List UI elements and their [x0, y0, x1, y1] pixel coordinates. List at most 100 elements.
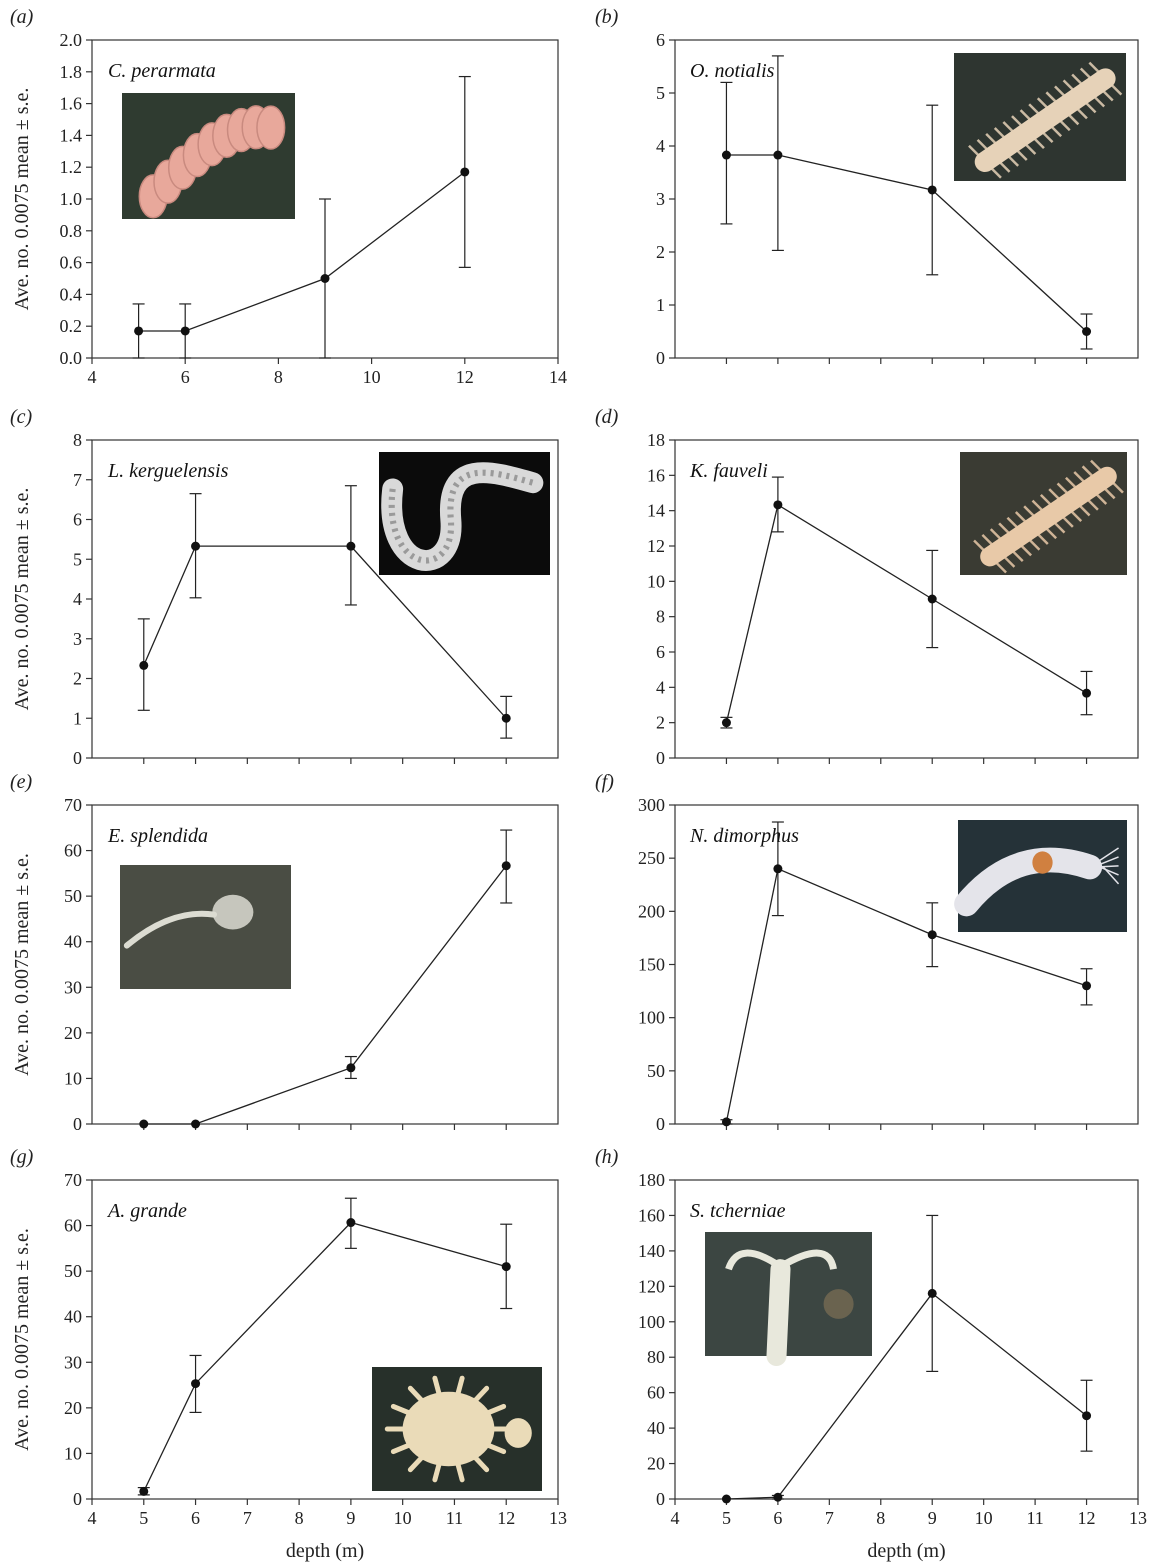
n-dimorphus-photo [954, 820, 1127, 932]
y-tick-label: 30 [64, 977, 82, 997]
y-tick-label: 14 [647, 501, 665, 521]
y-tick-label: 0 [656, 748, 665, 768]
panel-label: (d) [595, 406, 619, 428]
y-tick-label: 8 [73, 430, 82, 450]
data-point [501, 861, 511, 871]
y-tick-label: 60 [647, 1383, 665, 1403]
data-point [320, 274, 330, 283]
x-tick-label: 9 [928, 1508, 937, 1528]
k-fauveli-photo [960, 452, 1127, 575]
y-tick-label: 16 [647, 465, 665, 485]
series-line [143, 865, 507, 1125]
data-point [139, 660, 149, 670]
worm-body [974, 68, 1116, 173]
y-tick-label: 200 [638, 901, 665, 921]
antenna [1099, 866, 1119, 876]
y-tick-label: 1 [73, 708, 82, 728]
y-tick-label: 20 [64, 1023, 82, 1043]
y-tick-label: 160 [638, 1205, 665, 1225]
data-point [191, 1119, 201, 1129]
amphipod-body [954, 847, 1103, 917]
y-tick-label: 0.8 [60, 221, 83, 241]
species-name: K. fauveli [689, 460, 768, 482]
y-tick-label: 300 [638, 795, 665, 815]
x-tick-label: 5 [139, 1508, 148, 1528]
data-point [927, 594, 937, 604]
y-tick-label: 6 [656, 30, 665, 50]
y-tick-label: 5 [73, 549, 82, 569]
y-tick-label: 8 [656, 607, 665, 627]
antenna [1092, 856, 1119, 868]
data-point [773, 864, 783, 874]
series-line [726, 1292, 1087, 1500]
x-tick-label: 10 [363, 367, 381, 387]
y-tick-label: 10 [647, 571, 665, 591]
x-tick-label: 11 [1026, 1508, 1043, 1528]
panel-label: (a) [10, 6, 34, 28]
y-tick-label: 120 [638, 1276, 665, 1296]
series-line [143, 1221, 507, 1492]
o-notialis-photo [954, 53, 1126, 181]
panel-g: 0 10 20 30 40 50 60 70 4 5 6 7 8 9 10 11 12 13 (g) A. grand… [10, 1146, 567, 1562]
data-point [927, 185, 937, 195]
species-name: A. grande [106, 1200, 187, 1222]
data-point [501, 713, 511, 723]
y-tick-label: 5 [656, 83, 665, 103]
panel-h: 0 20 40 60 80 100 120 140 160 180 4 5 6 7 8 9 10 11 12 13 (h… [595, 1146, 1147, 1562]
x-tick-label: 4 [88, 367, 97, 387]
x-tick-label: 8 [274, 367, 283, 387]
plot-frame [91, 804, 559, 1125]
y-tick-label: 80 [647, 1347, 665, 1367]
y-tick-label: 10 [64, 1068, 82, 1088]
worm-segment [256, 105, 286, 150]
y-tick-label: 0 [656, 1489, 665, 1509]
x-tick-label: 6 [773, 1508, 782, 1528]
y-tick-label: 10 [64, 1443, 82, 1463]
panel-label: (g) [10, 1146, 34, 1168]
y-tick-label: 180 [638, 1170, 665, 1190]
y-tick-label: 4 [656, 677, 665, 697]
y-tick-label: 250 [638, 848, 665, 868]
y-tick-label: 0.6 [60, 253, 83, 273]
data-point [1082, 327, 1092, 336]
panel-label: (h) [595, 1146, 619, 1168]
data-point [721, 150, 731, 160]
plot-frame [674, 1179, 1139, 1500]
data-point [346, 1063, 356, 1073]
y-tick-label: 1.6 [60, 94, 83, 114]
x-tick-label: 13 [549, 1508, 567, 1528]
y-tick-label: 50 [64, 886, 82, 906]
data-point [180, 326, 190, 336]
amphipod-marking [1032, 851, 1053, 874]
panel-d: 0 2 4 6 8 10 12 14 16 18 (d) K. fauveli [595, 406, 1139, 768]
series-line [138, 171, 466, 332]
data-point [773, 150, 783, 160]
data-point [927, 1288, 937, 1298]
panel-a: 0.0 0.2 0.4 0.6 0.8 1.0 1.2 1.4 1.6 1.8 2.0 4 6 8 10 12… [10, 6, 567, 387]
y-tick-label: 2 [73, 669, 82, 689]
plot-frame [674, 439, 1139, 759]
y-tick-label: 70 [64, 795, 82, 815]
y-tick-label: 140 [638, 1241, 665, 1261]
species-name: C. perarmata [108, 60, 216, 82]
y-tick-label: 1.2 [60, 157, 83, 177]
panel-label: (b) [595, 6, 619, 28]
y-tick-label: 40 [647, 1418, 665, 1438]
y-tick-label: 100 [638, 1312, 665, 1332]
isopod-body [402, 1391, 495, 1467]
data-point [501, 1262, 511, 1272]
y-tick-label: 6 [656, 642, 665, 662]
y-tick-label: 150 [638, 955, 665, 975]
y-axis-label: Ave. no. 0.0075 mean ± s.e. [11, 88, 33, 311]
e-splendida-photo [120, 865, 291, 989]
y-tick-label: 0.2 [60, 316, 83, 336]
y-tick-label: 0 [656, 1114, 665, 1134]
y-tick-label: 0 [73, 748, 82, 768]
worm-segments [388, 469, 534, 564]
y-tick-label: 4 [73, 589, 82, 609]
y-tick-label: 20 [647, 1454, 665, 1474]
y-tick-label: 6 [73, 510, 82, 530]
a-grande-photo [372, 1367, 542, 1491]
species-name: S. tcherniae [690, 1200, 786, 1222]
